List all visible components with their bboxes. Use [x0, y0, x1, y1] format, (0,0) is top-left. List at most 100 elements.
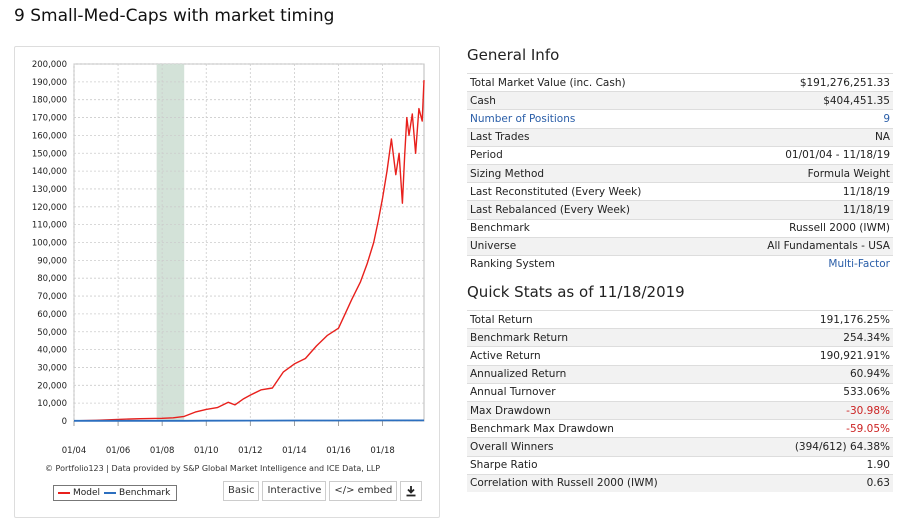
general-info-heading: General Info [467, 46, 559, 64]
x-tick-label: 01/14 [282, 446, 307, 456]
row-value: 1.90 [747, 456, 893, 474]
x-tick-label: 01/04 [62, 446, 87, 456]
download-button[interactable] [400, 481, 422, 501]
y-tick-label: 50,000 [37, 328, 67, 338]
row-value: NA [714, 128, 893, 146]
row-label: Last Trades [467, 128, 714, 146]
performance-chart[interactable]: 010,00020,00030,00040,00050,00060,00070,… [15, 47, 439, 457]
row-value: 190,921.91% [747, 347, 893, 365]
y-tick-label: 0 [62, 417, 67, 427]
y-tick-label: 30,000 [37, 363, 67, 373]
y-tick-label: 20,000 [37, 381, 67, 391]
row-label: Period [467, 146, 714, 164]
quick-stats-heading: Quick Stats as of 11/18/2019 [467, 283, 685, 301]
row-label: Last Reconstituted (Every Week) [467, 183, 714, 201]
row-value: $191,276,251.33 [714, 74, 893, 92]
table-row: Last Rebalanced (Every Week)11/18/19 [467, 201, 893, 219]
general-info-table: Total Market Value (inc. Cash)$191,276,2… [467, 73, 893, 273]
legend-item-model[interactable]: Model [58, 488, 100, 498]
legend-model-label: Model [73, 488, 100, 498]
row-label: Benchmark [467, 219, 714, 237]
legend-model-swatch [58, 492, 70, 494]
row-value: 01/01/04 - 11/18/19 [714, 146, 893, 164]
row-value: Formula Weight [714, 164, 893, 182]
y-tick-label: 10,000 [37, 399, 67, 409]
y-tick-label: 170,000 [32, 114, 67, 124]
y-tick-label: 120,000 [32, 203, 67, 213]
row-label: Overall Winners [467, 438, 747, 456]
row-value: -59.05% [747, 420, 893, 438]
y-tick-label: 80,000 [37, 274, 67, 284]
y-tick-label: 90,000 [37, 256, 67, 266]
y-tick-label: 150,000 [32, 149, 67, 159]
legend-benchmark-label: Benchmark [119, 488, 170, 498]
row-value: $404,451.35 [714, 92, 893, 110]
y-tick-label: 40,000 [37, 346, 67, 356]
interactive-view-button[interactable]: Interactive [262, 481, 326, 501]
row-label: Annualized Return [467, 365, 747, 383]
row-value: All Fundamentals - USA [714, 237, 893, 255]
row-label: Last Rebalanced (Every Week) [467, 201, 714, 219]
row-value: 60.94% [747, 365, 893, 383]
row-value: 533.06% [747, 383, 893, 401]
table-row: Benchmark Max Drawdown-59.05% [467, 420, 893, 438]
download-icon [405, 485, 417, 497]
row-value: 11/18/19 [714, 183, 893, 201]
row-label: Total Return [467, 311, 747, 329]
page-title: 9 Small-Med-Caps with market timing [14, 6, 334, 26]
table-row: Max Drawdown-30.98% [467, 401, 893, 419]
row-value: 0.63 [747, 474, 893, 492]
y-tick-label: 70,000 [37, 292, 67, 302]
row-value: 11/18/19 [714, 201, 893, 219]
y-tick-label: 100,000 [32, 239, 67, 249]
row-value: 254.34% [747, 329, 893, 347]
x-tick-label: 01/16 [326, 446, 351, 456]
row-label: Max Drawdown [467, 401, 747, 419]
y-tick-label: 110,000 [32, 221, 67, 231]
table-row: Last Reconstituted (Every Week)11/18/19 [467, 183, 893, 201]
number-of-positions-link[interactable]: Number of Positions [467, 110, 714, 128]
y-tick-label: 200,000 [32, 60, 67, 70]
y-tick-label: 130,000 [32, 185, 67, 195]
y-tick-label: 190,000 [32, 78, 67, 88]
y-tick-label: 140,000 [32, 167, 67, 177]
legend-item-benchmark[interactable]: Benchmark [104, 488, 170, 498]
legend-benchmark-swatch [104, 492, 116, 494]
embed-button[interactable]: </> embed [329, 481, 397, 501]
chart-legend[interactable]: Model Benchmark [53, 485, 177, 501]
y-tick-label: 180,000 [32, 96, 67, 106]
x-tick-label: 01/06 [106, 446, 130, 456]
row-label: Correlation with Russell 2000 (IWM) [467, 474, 747, 492]
x-tick-label: 01/08 [150, 446, 175, 456]
number-of-positions-value-link[interactable]: 9 [714, 110, 893, 128]
row-label: Sizing Method [467, 164, 714, 182]
row-label: Benchmark Max Drawdown [467, 420, 747, 438]
basic-view-button[interactable]: Basic [223, 481, 259, 501]
ranking-system-link[interactable]: Multi-Factor [714, 255, 893, 273]
row-label: Active Return [467, 347, 747, 365]
row-value: -30.98% [747, 401, 893, 419]
row-label: Annual Turnover [467, 383, 747, 401]
table-row: Total Market Value (inc. Cash)$191,276,2… [467, 74, 893, 92]
table-row: Correlation with Russell 2000 (IWM)0.63 [467, 474, 893, 492]
row-value: 191,176.25% [747, 311, 893, 329]
y-tick-label: 160,000 [32, 131, 67, 141]
chart-data-credit: © Portfolio123 | Data provided by S&P Gl… [45, 464, 380, 473]
table-row: Overall Winners(394/612) 64.38% [467, 438, 893, 456]
row-label: Benchmark Return [467, 329, 747, 347]
x-tick-label: 01/18 [370, 446, 395, 456]
table-row: Cash$404,451.35 [467, 92, 893, 110]
